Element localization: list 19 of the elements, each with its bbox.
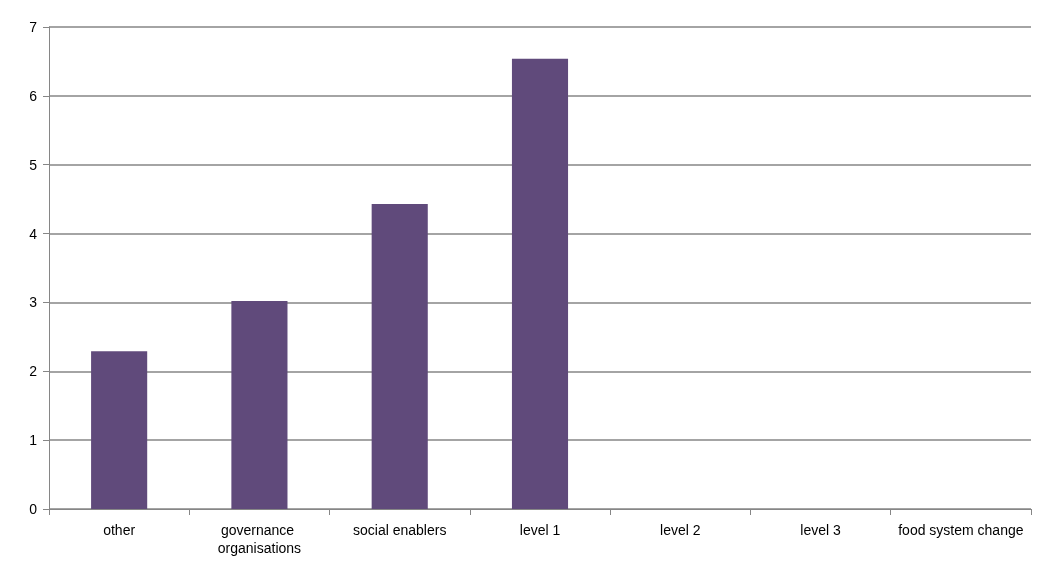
- bar: [91, 351, 148, 509]
- x-tick-label: level 2: [660, 522, 701, 538]
- y-tick-label: 1: [29, 432, 38, 449]
- x-tick-label: level 3: [800, 522, 842, 538]
- y-tick-label: 7: [29, 19, 38, 35]
- x-tick-label: food system change: [898, 522, 1024, 538]
- y-tick-label: 5: [29, 156, 38, 173]
- y-tick-label: 6: [29, 87, 38, 104]
- x-tick-label: level 1: [519, 522, 561, 538]
- x-tick-label: other: [103, 522, 136, 538]
- bar: [511, 58, 569, 509]
- y-tick-label: 0: [29, 501, 38, 517]
- y-tick-label: 4: [29, 225, 38, 242]
- bar: [231, 301, 288, 509]
- x-tick-label: social enablers: [353, 522, 447, 538]
- y-tick-label: 2: [29, 363, 38, 380]
- x-tick-label: governance organisations: [217, 522, 302, 556]
- y-tick-label: 3: [29, 294, 38, 311]
- bar: [371, 203, 428, 509]
